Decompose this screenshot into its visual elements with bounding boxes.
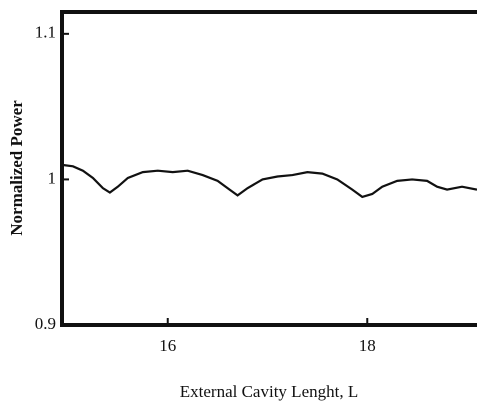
x-tick-label: 16 (159, 336, 176, 355)
data-line (62, 165, 477, 197)
y-tick-label: 0.9 (35, 314, 56, 333)
chart: External Cavity Lenght, L Normalized Pow… (0, 0, 477, 408)
plot-frame (62, 12, 477, 325)
y-tick-label: 1.1 (35, 23, 56, 42)
y-axis-label: Normalized Power (7, 100, 26, 236)
x-tick-label: 18 (359, 336, 376, 355)
y-tick-label: 1 (48, 168, 57, 187)
x-axis-label: External Cavity Lenght, L (180, 382, 358, 401)
